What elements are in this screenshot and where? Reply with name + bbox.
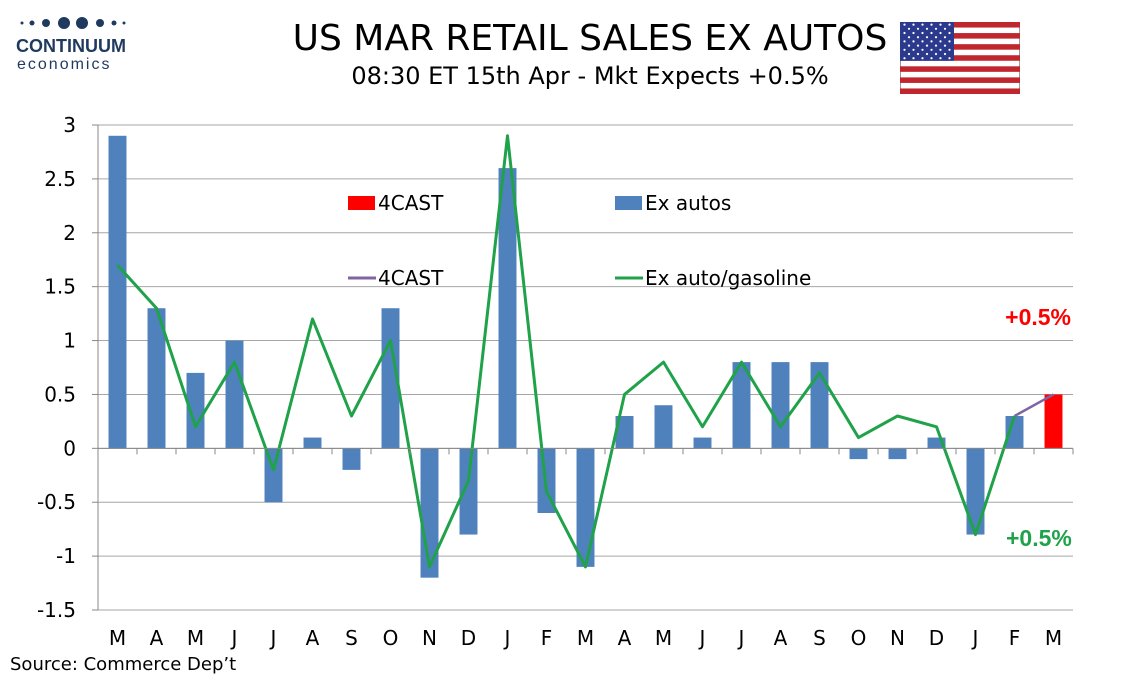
legend-swatch (615, 196, 642, 210)
x-tick-label: D (461, 626, 476, 650)
bar-ex-autos (927, 437, 946, 449)
x-tick-label: S (345, 626, 358, 650)
x-tick-label: D (929, 626, 944, 650)
annotations: +0.5% +0.5% (1005, 304, 1072, 551)
bar-ex-autos (459, 448, 478, 535)
y-tick-label: 0.5 (44, 382, 76, 406)
y-tick-label: 0 (63, 436, 76, 460)
x-tick-label: A (774, 626, 788, 650)
legend-label: 4CAST (378, 191, 444, 215)
line-series (116, 134, 1055, 569)
x-tick-label: N (422, 626, 437, 650)
x-tick-label: M (1045, 626, 1062, 650)
logo-wordmark: CONTINUUM (16, 36, 126, 56)
line-4cast (1013, 393, 1055, 418)
chart-subtitle: 08:30 ET 15th Apr - Mkt Expects +0.5% (351, 62, 829, 90)
y-tick-label: 1 (63, 329, 76, 353)
legend-swatch (348, 196, 375, 210)
continuum-logo: CONTINUUM economics (12, 14, 142, 76)
bar-ex-autos (186, 372, 205, 449)
bar-ex-autos (225, 340, 244, 449)
forecast-bar-annotation: +0.5% (1005, 304, 1071, 330)
x-tick-label: A (306, 626, 320, 650)
bar-ex-autos (108, 135, 127, 449)
y-tick-label: 3 (63, 113, 76, 137)
legend-label: Ex auto/gasoline (645, 266, 811, 290)
y-tick-label: -1.5 (37, 598, 76, 622)
bar-ex-autos (147, 308, 166, 449)
x-tick-label: J (698, 626, 706, 650)
x-tick-label: J (269, 626, 277, 650)
forecast-line-annotation: +0.5% (1006, 525, 1072, 551)
x-tick-label: J (971, 626, 979, 650)
bar-ex-autos (342, 448, 361, 470)
x-tick-label: J (230, 626, 238, 650)
bar-ex-autos (810, 362, 829, 449)
x-tick-label: O (851, 626, 867, 650)
bar-series (108, 135, 1063, 578)
bar-ex-autos (615, 416, 634, 449)
bar-ex-autos (303, 437, 322, 449)
bar-ex-autos (381, 308, 400, 449)
x-tick-label: A (618, 626, 632, 650)
bar-ex-autos (1005, 416, 1024, 449)
logo-dots-icon (20, 17, 126, 29)
axes: -1.5-1-0.500.511.522.53M A M J J A S O N D J F M A M J J… (37, 113, 1074, 650)
bar-4cast (1044, 394, 1063, 449)
y-tick-label: 2 (63, 221, 76, 245)
x-tick-label: S (813, 626, 826, 650)
bar-ex-autos (654, 405, 673, 449)
x-tick-label: F (541, 626, 553, 650)
x-tick-label: M (577, 626, 594, 650)
line-ex-auto-gasoline (116, 134, 1016, 569)
y-tick-label: 1.5 (44, 275, 76, 299)
legend-label: 4CAST (378, 266, 444, 290)
bar-ex-autos (498, 168, 517, 449)
us-flag-icon (900, 22, 1020, 94)
y-tick-label: -0.5 (37, 490, 76, 514)
bar-ex-autos (576, 448, 595, 567)
x-tick-label: O (383, 626, 399, 650)
bar-ex-autos (771, 362, 790, 449)
x-tick-label: M (655, 626, 672, 650)
y-tick-label: 2.5 (44, 167, 76, 191)
bar-ex-autos (888, 448, 907, 460)
x-tick-label: J (737, 626, 745, 650)
logo-tagline: economics (17, 56, 112, 73)
bar-ex-autos (849, 448, 868, 460)
chart-title: US MAR RETAIL SALES EX AUTOS (292, 18, 888, 59)
bar-ex-autos (966, 448, 985, 535)
x-tick-label: J (503, 626, 511, 650)
x-tick-label: M (187, 626, 204, 650)
legend-label: Ex autos (645, 191, 731, 215)
x-tick-label: A (150, 626, 164, 650)
y-tick-label: -1 (56, 544, 76, 568)
bar-ex-autos (693, 437, 712, 449)
source-note: Source: Commerce Dep’t (10, 654, 237, 675)
bar-ex-autos (732, 362, 751, 449)
x-tick-label: N (890, 626, 905, 650)
x-tick-label: M (109, 626, 126, 650)
legend: 4CAST Ex autos 4CAST Ex auto/gasoline (348, 191, 811, 290)
x-tick-label: F (1009, 626, 1021, 650)
